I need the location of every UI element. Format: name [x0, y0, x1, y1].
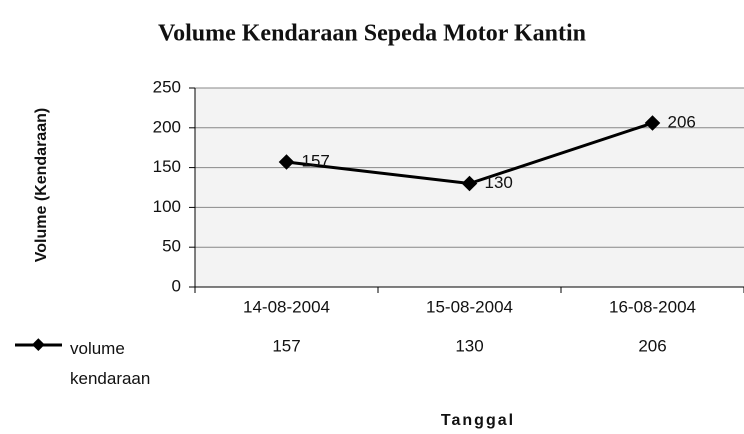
y-axis-title: Volume (Kendaraan)	[33, 108, 50, 262]
legend-marker	[31, 338, 45, 352]
data-label: 157	[302, 152, 330, 171]
x-tick-label: 15-08-2004	[426, 297, 513, 316]
y-tick-label: 150	[153, 157, 181, 176]
table-value: 157	[272, 336, 300, 355]
y-tick-label: 250	[153, 77, 181, 96]
y-tick-label: 50	[162, 237, 181, 256]
chart-title: Volume Kendaraan Sepeda Motor Kantin	[158, 21, 586, 47]
point-marker	[461, 175, 478, 192]
table-value: 206	[638, 336, 666, 355]
y-tick-label: 100	[153, 197, 181, 216]
x-axis-title: Tanggal	[441, 412, 515, 429]
table-value: 130	[455, 336, 483, 355]
y-tick-label: 0	[172, 276, 181, 295]
point-marker	[278, 154, 295, 170]
x-tick-label: 16-08-2004	[609, 297, 696, 316]
legend-label: volume kendaraan	[70, 339, 151, 388]
data-label: 130	[485, 173, 513, 192]
y-tick-label: 200	[153, 117, 181, 136]
data-label: 206	[668, 113, 696, 132]
x-tick-label: 14-08-2004	[243, 297, 330, 316]
